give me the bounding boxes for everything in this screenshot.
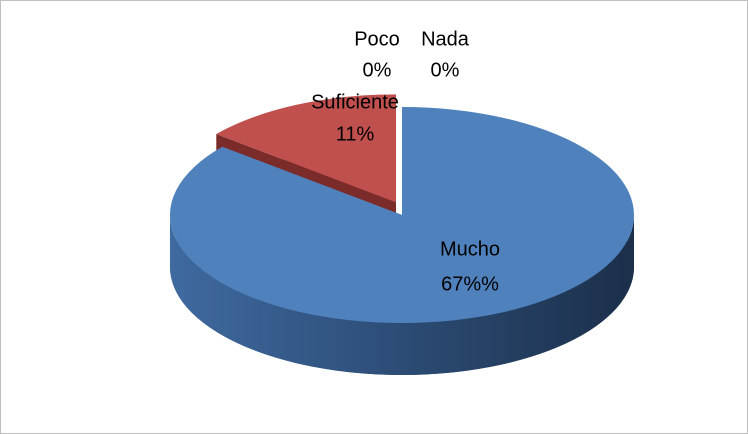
slice-label-value: 11% — [336, 123, 375, 145]
slice-label-name: Poco — [354, 28, 400, 50]
labels: Mucho 67%% Suficiente 11% Poco 0% Nada 0% — [311, 28, 500, 295]
slice-label-value: 0% — [431, 59, 460, 81]
pie-slice-side — [170, 215, 634, 375]
pie-slice — [169, 107, 634, 323]
pie-slice — [216, 94, 396, 203]
slice-label-name: Suficiente — [311, 91, 399, 113]
slice-label-value: 67%% — [441, 273, 499, 295]
slice-label-value: 0% — [363, 59, 392, 81]
slice-label-name: Mucho — [440, 238, 500, 260]
slice-label-name: Nada — [421, 28, 470, 50]
pie — [169, 94, 634, 375]
